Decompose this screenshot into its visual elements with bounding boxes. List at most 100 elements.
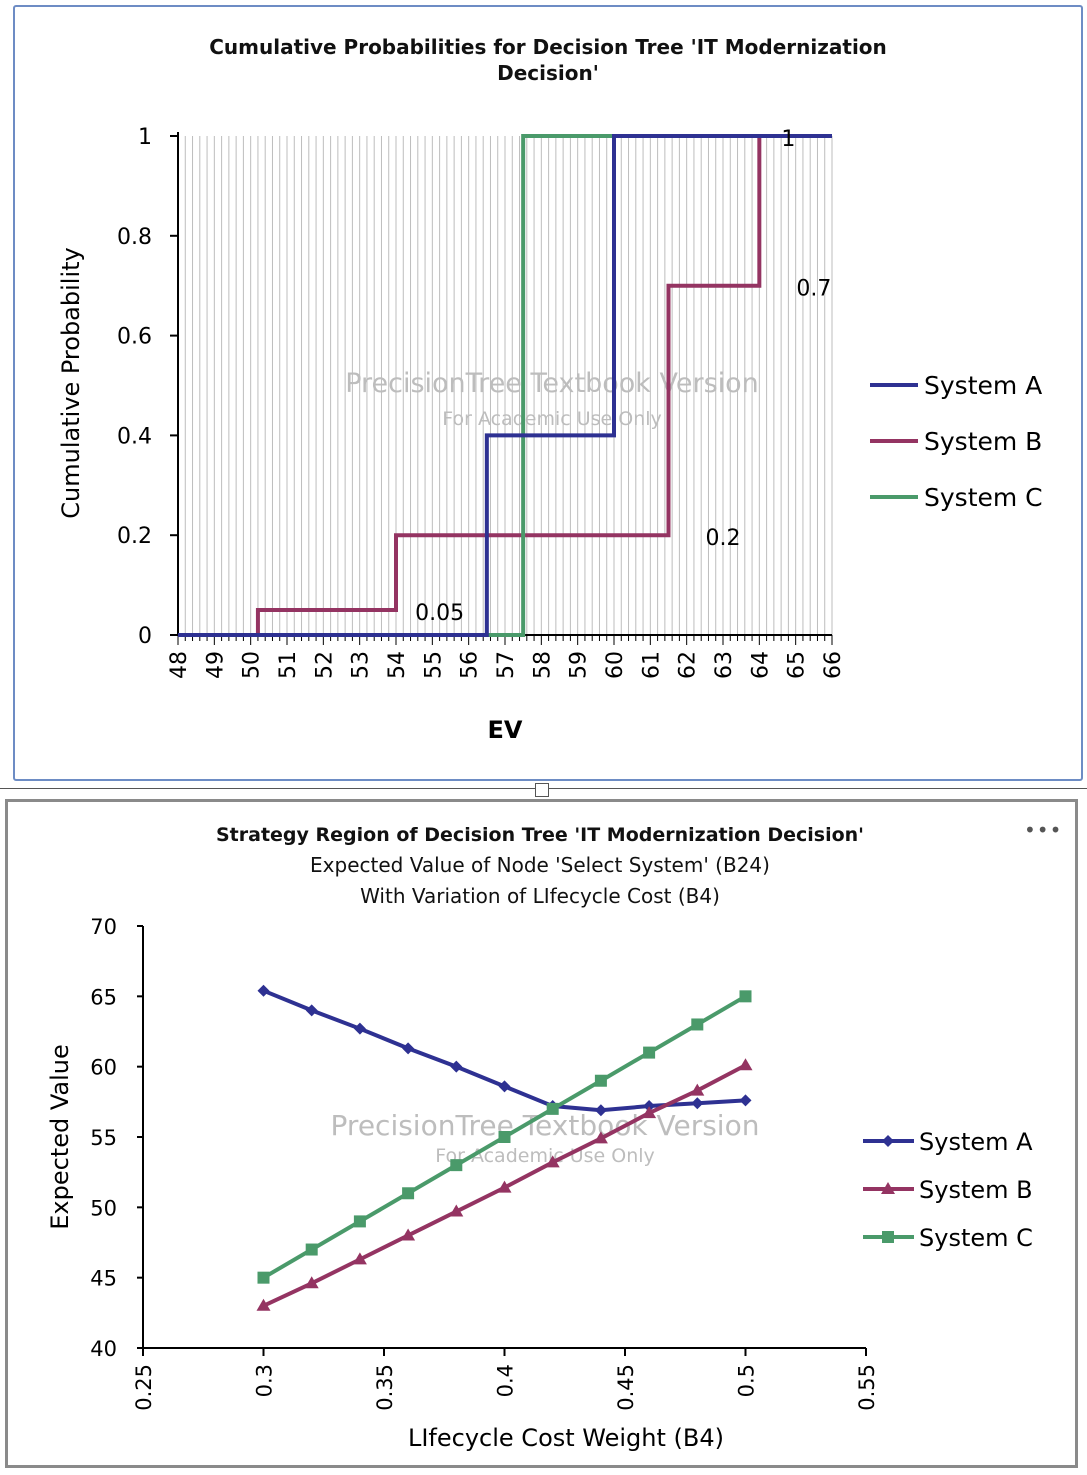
x-tick-label: 62 [676, 651, 701, 679]
data-point-system-a [691, 1097, 704, 1110]
x-tick-label: 0.45 [614, 1364, 638, 1411]
series-line-system-b [178, 134, 832, 637]
y-tick-label: 60 [90, 1056, 117, 1080]
data-point-system-b [352, 1252, 367, 1265]
data-point-system-c [402, 1187, 415, 1200]
legend-marker [882, 1135, 894, 1147]
data-point-system-c [305, 1243, 318, 1256]
chart-subtitle: Expected Value of Node 'Select System' (… [310, 853, 770, 877]
data-point-system-a [643, 1100, 656, 1113]
chart-title: Cumulative Probabilities for Decision Tr… [209, 35, 887, 59]
x-axis-label: LIfecycle Cost Weight (B4) [408, 1424, 724, 1452]
data-label: 0.05 [415, 601, 464, 626]
data-point-system-a [594, 1104, 607, 1117]
legend-label: System C [924, 483, 1043, 512]
legend-marker [881, 1182, 895, 1194]
data-point-system-b [738, 1058, 753, 1071]
y-tick-label: 65 [90, 985, 117, 1009]
x-tick-label: 54 [385, 651, 410, 679]
x-tick-label: 51 [276, 651, 301, 679]
x-tick-label: 50 [240, 651, 265, 679]
watermark-line1: PrecisionTree Textbook Version [345, 368, 759, 399]
data-point-system-c [450, 1159, 463, 1172]
data-point-system-c [691, 1018, 704, 1031]
y-tick-label: 70 [90, 915, 117, 939]
data-point-system-c [594, 1074, 607, 1087]
data-point-system-c [546, 1102, 559, 1115]
y-axis-label: Cumulative Probability [57, 247, 85, 518]
data-point-system-b [449, 1204, 464, 1217]
data-point-system-a [498, 1080, 511, 1093]
y-tick-label: 1 [138, 125, 152, 150]
chart-title: Decision' [497, 61, 599, 85]
data-point-system-a [305, 1004, 318, 1017]
x-tick-label: 49 [203, 651, 228, 679]
data-point-system-b [401, 1228, 416, 1241]
data-point-system-c [498, 1131, 511, 1143]
y-tick-label: 45 [90, 1267, 117, 1291]
x-tick-label: 65 [785, 651, 810, 679]
chart-subtitle: With Variation of LIfecycle Cost (B4) [360, 884, 720, 908]
x-tick-label: 52 [312, 651, 337, 679]
x-tick-label: 48 [167, 651, 192, 679]
x-tick-label: 58 [530, 651, 555, 679]
x-tick-label: 59 [567, 651, 592, 679]
data-point-system-b [642, 1106, 657, 1119]
x-tick-label: 60 [603, 651, 628, 679]
strategy-region-chart-panel[interactable] [5, 799, 1078, 1468]
data-point-system-a [257, 984, 270, 997]
x-tick-label: 0.55 [855, 1364, 879, 1411]
legend-label: System B [924, 427, 1042, 456]
data-label: 0.7 [796, 277, 831, 302]
more-horizontal-icon[interactable]: ••• [1024, 818, 1063, 842]
y-tick-label: 55 [90, 1126, 117, 1150]
data-point-system-a [450, 1060, 463, 1073]
data-point-system-c [643, 1046, 656, 1059]
y-tick-label: 0.4 [117, 424, 152, 449]
data-label: 1 [781, 127, 795, 152]
data-point-system-c [257, 1271, 270, 1284]
legend-label: System A [919, 1128, 1033, 1156]
data-point-system-a [353, 1022, 366, 1035]
data-point-system-b [593, 1131, 608, 1144]
x-tick-label: 0.3 [253, 1364, 277, 1397]
y-tick-label: 40 [90, 1337, 117, 1361]
data-point-system-b [304, 1276, 319, 1289]
legend-marker [882, 1231, 894, 1243]
x-tick-label: 56 [458, 651, 483, 679]
data-point-system-b [256, 1298, 271, 1311]
series-line-system-a [178, 134, 832, 637]
watermark-line2: For Academic Use Only [442, 408, 662, 430]
data-label: 0.2 [706, 526, 741, 551]
legend-label: System C [919, 1224, 1033, 1252]
data-point-system-c [353, 1215, 366, 1228]
x-tick-label: 0.35 [373, 1364, 397, 1411]
data-point-system-b [545, 1155, 560, 1168]
x-tick-label: 64 [748, 651, 773, 679]
x-tick-label: 0.4 [494, 1364, 518, 1397]
x-tick-label: 66 [821, 651, 846, 679]
x-tick-label: 61 [639, 651, 664, 679]
y-tick-label: 0.6 [117, 325, 152, 350]
legend-label: System B [919, 1176, 1033, 1204]
x-axis-label: EV [488, 716, 523, 744]
data-point-system-c [739, 990, 752, 1003]
data-point-system-a [739, 1094, 752, 1107]
y-tick-label: 0.2 [117, 524, 152, 549]
y-axis-label: Expected Value [46, 1044, 74, 1230]
data-point-system-b [497, 1180, 512, 1193]
x-tick-label: 53 [349, 651, 374, 679]
watermark-line2: For Academic Use Only [435, 1145, 655, 1167]
x-tick-label: 55 [421, 651, 446, 679]
data-point-system-a [402, 1042, 415, 1055]
resize-handle[interactable] [535, 783, 549, 797]
y-tick-label: 0 [138, 624, 152, 649]
x-tick-label: 63 [712, 651, 737, 679]
data-point-system-b [690, 1083, 705, 1096]
x-tick-label: 0.5 [735, 1364, 759, 1397]
x-tick-label: 57 [494, 651, 519, 679]
x-tick-label: 0.25 [132, 1364, 156, 1411]
legend-label: System A [924, 371, 1042, 400]
y-tick-label: 50 [90, 1196, 117, 1220]
